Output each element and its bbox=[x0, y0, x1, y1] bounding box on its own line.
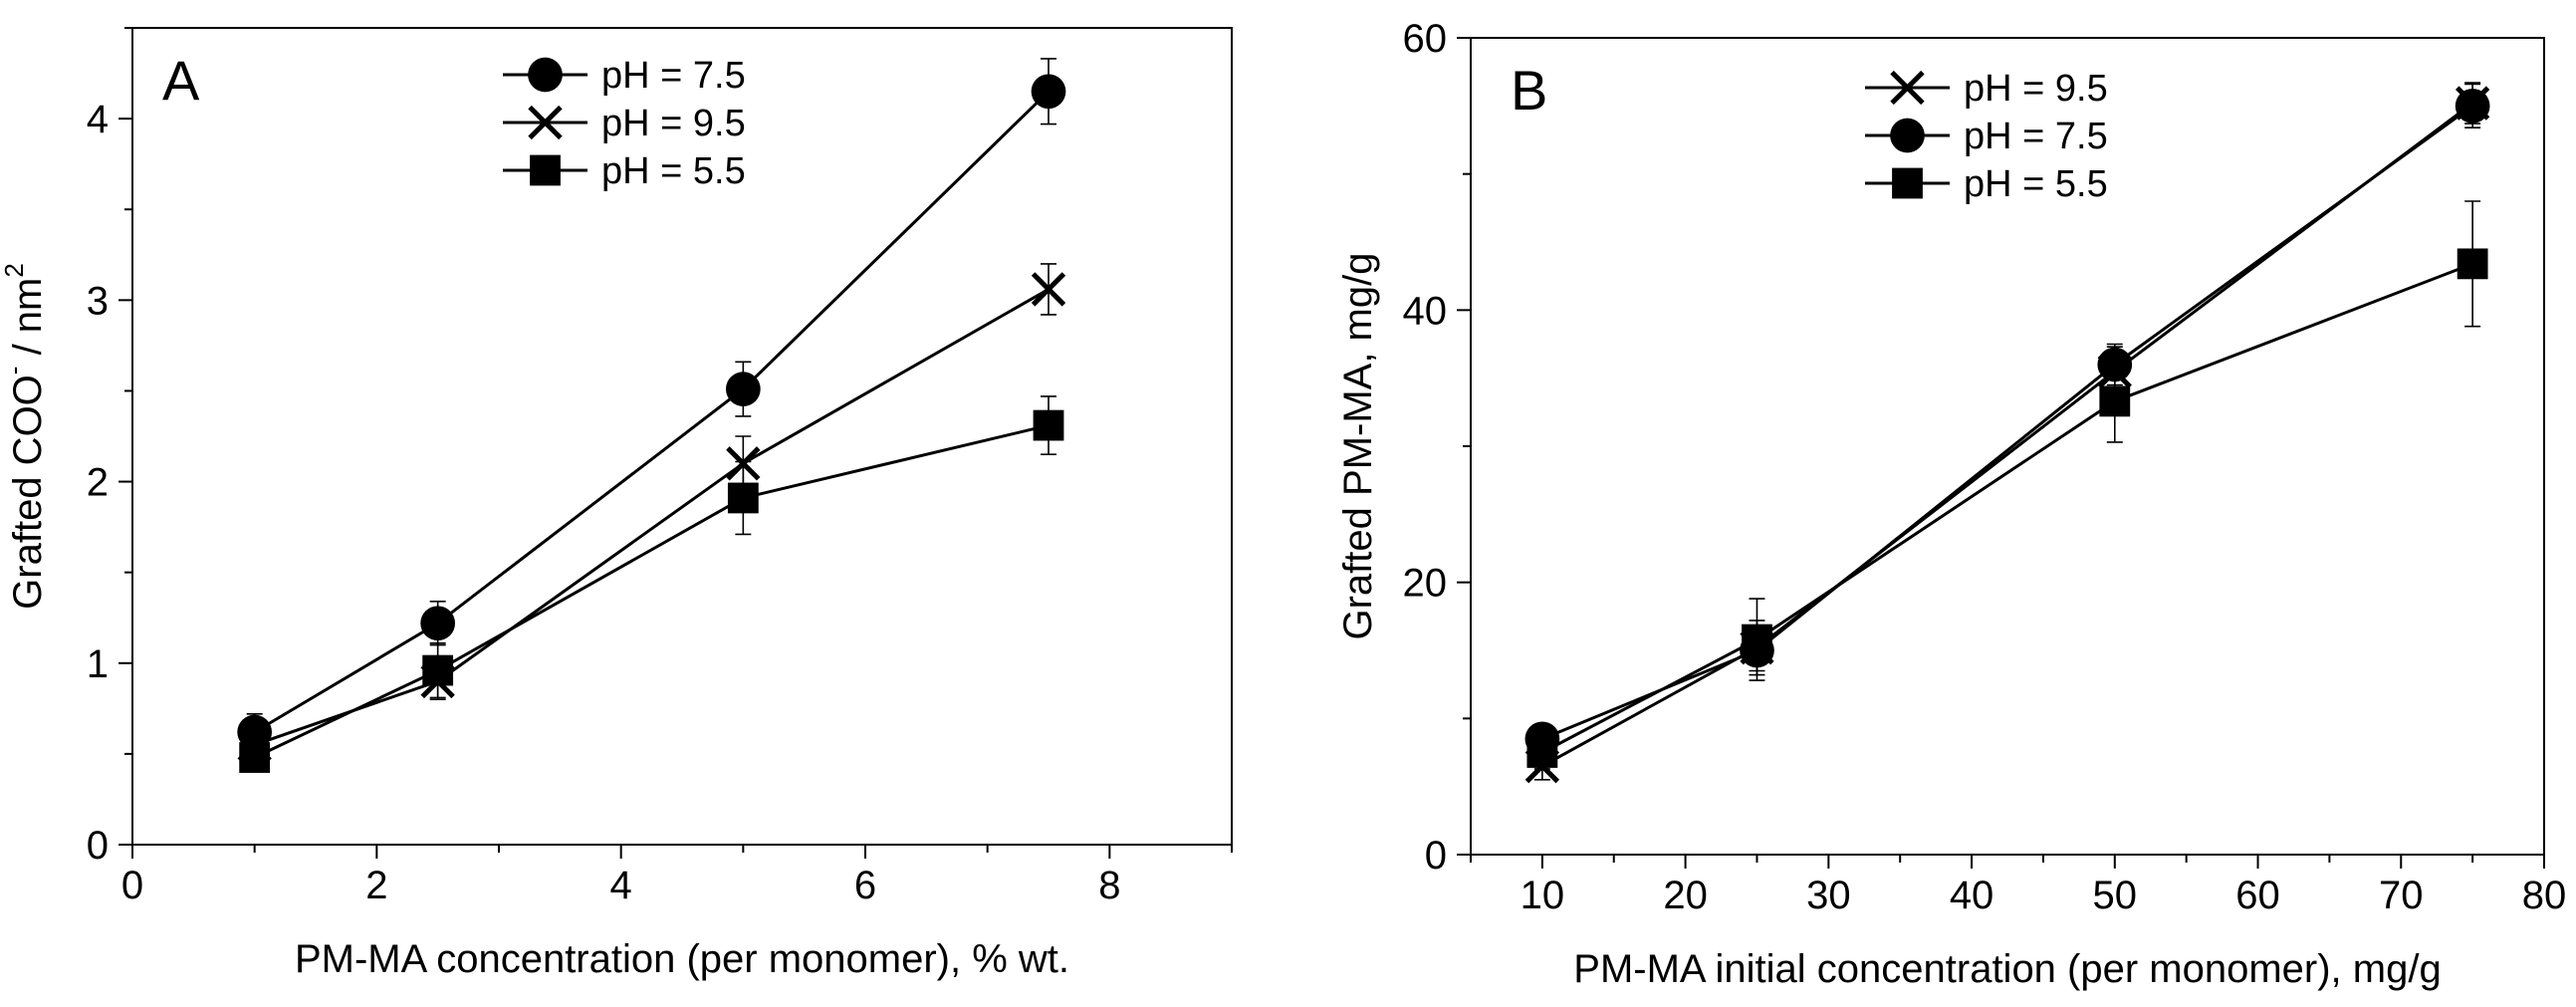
panel-a-y-axis-title: Grafted COO- / nm2 bbox=[0, 263, 50, 610]
panel-a-legend-label: pH = 9.5 bbox=[601, 103, 746, 144]
panel-a-plot-frame bbox=[131, 27, 1233, 846]
panel-a-y-tick-label: 1 bbox=[87, 642, 109, 686]
panel-a-series-square-point bbox=[239, 742, 271, 773]
panel-b-legend-label: pH = 5.5 bbox=[1964, 163, 2108, 205]
panel-a-legend-marker bbox=[528, 57, 563, 93]
panel-b-y-tick-label: 40 bbox=[1403, 289, 1448, 333]
panel-a-y-tick-label: 2 bbox=[87, 461, 109, 505]
panel-b-x-tick-label: 40 bbox=[1950, 874, 1994, 917]
panel-b-series-x-line bbox=[1541, 102, 2474, 768]
panel-b-x-tick-label: 30 bbox=[1806, 874, 1851, 917]
panel-a-y-tick-label: 3 bbox=[87, 279, 109, 323]
panel-b-y-axis-title: Grafted PM-MA, mg/g bbox=[1336, 253, 1380, 640]
panel-b-legend-marker bbox=[1890, 118, 1925, 153]
panel-a-x-tick-label: 8 bbox=[1098, 864, 1120, 907]
panel-b-x-tick-label: 10 bbox=[1521, 874, 1565, 917]
panel-a-y-tick-label: 4 bbox=[87, 98, 109, 141]
panel-b-series-circle-point bbox=[2455, 88, 2490, 124]
panel-a-series-square-line bbox=[254, 423, 1050, 759]
panel-a-x-axis-title: PM-MA concentration (per monomer), % wt. bbox=[295, 937, 1069, 981]
panel-b-series-square-point bbox=[2099, 385, 2131, 417]
panel-b-x-tick-label: 80 bbox=[2522, 874, 2567, 917]
panel-a-series-square-point bbox=[727, 482, 759, 514]
panel-a-x-tick-label: 0 bbox=[121, 864, 143, 907]
panel-b-x-tick-label: 70 bbox=[2379, 874, 2424, 917]
panel-a-legend-marker bbox=[530, 154, 561, 186]
panel-b-series-square-point bbox=[1742, 624, 1772, 655]
panel-a-x-tick-label: 6 bbox=[854, 864, 876, 907]
panel-b-y-tick-label: 0 bbox=[1425, 834, 1447, 878]
panel-a-series-circle-point bbox=[420, 606, 456, 641]
panel-a-series-square-point bbox=[1033, 409, 1064, 441]
panel-b-letter: B bbox=[1511, 59, 1547, 122]
panel-b-y-tick-label: 60 bbox=[1403, 17, 1448, 61]
panel-b-x-tick-label: 20 bbox=[1663, 874, 1708, 917]
panel-a-series-circle-line bbox=[253, 90, 1051, 734]
panel-b-x-axis-title: PM-MA initial concentration (per monomer… bbox=[1573, 947, 2441, 991]
panel-a-y-tick-label: 0 bbox=[87, 824, 109, 868]
panel-a-series-circle-point bbox=[1031, 74, 1066, 110]
panel-a-series-x-line bbox=[254, 288, 1050, 747]
panel-a-series-circle-point bbox=[725, 372, 761, 406]
panel-b-series-square-point bbox=[2457, 248, 2488, 280]
panel-b-x-tick-label: 50 bbox=[2093, 874, 2138, 917]
panel-a-series-x-point bbox=[1031, 272, 1066, 307]
panel-b-series-square-point bbox=[1526, 737, 1558, 768]
panel-a-letter: A bbox=[162, 49, 200, 112]
panel-a-series-square-point bbox=[422, 654, 454, 686]
panel-b-legend-label: pH = 7.5 bbox=[1964, 116, 2108, 157]
panel-a-chart: 0 2 4 6 8 0 1 2 3 4 A PM-MA concentration (per mono… bbox=[0, 27, 1233, 981]
panel-a-legend-label: pH = 7.5 bbox=[601, 55, 746, 97]
panel-b-legend-marker bbox=[1892, 167, 1923, 199]
panel-a-x-tick-label: 4 bbox=[610, 864, 632, 907]
panel-a-legend-label: pH = 5.5 bbox=[601, 150, 746, 192]
panel-b-x-tick-label: 60 bbox=[2235, 874, 2280, 917]
panel-b-legend-label: pH = 9.5 bbox=[1964, 68, 2108, 110]
panel-b-legend-marker bbox=[1890, 70, 1925, 106]
panel-b-plot-frame bbox=[1470, 37, 2545, 856]
panel-b-y-tick-label: 20 bbox=[1403, 562, 1448, 606]
panel-a-x-tick-label: 2 bbox=[365, 864, 387, 907]
panel-a-legend-marker bbox=[528, 105, 563, 140]
panel-b-chart: 10 20 30 40 50 60 70 80 0 20 40 60 B PM-MA initial co… bbox=[1336, 17, 2567, 991]
panel-b-series-square-line bbox=[1541, 262, 2473, 754]
